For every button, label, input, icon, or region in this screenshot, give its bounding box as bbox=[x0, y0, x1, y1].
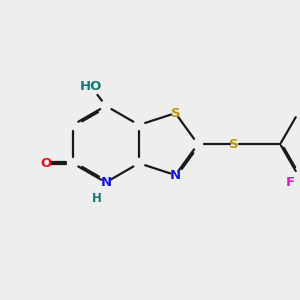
Text: H: H bbox=[92, 192, 102, 205]
Text: S: S bbox=[230, 138, 239, 151]
Text: N: N bbox=[100, 176, 111, 189]
Text: HO: HO bbox=[80, 80, 102, 93]
Text: O: O bbox=[40, 157, 52, 170]
Text: S: S bbox=[171, 106, 180, 120]
Text: N: N bbox=[170, 169, 181, 182]
Text: F: F bbox=[286, 176, 295, 189]
